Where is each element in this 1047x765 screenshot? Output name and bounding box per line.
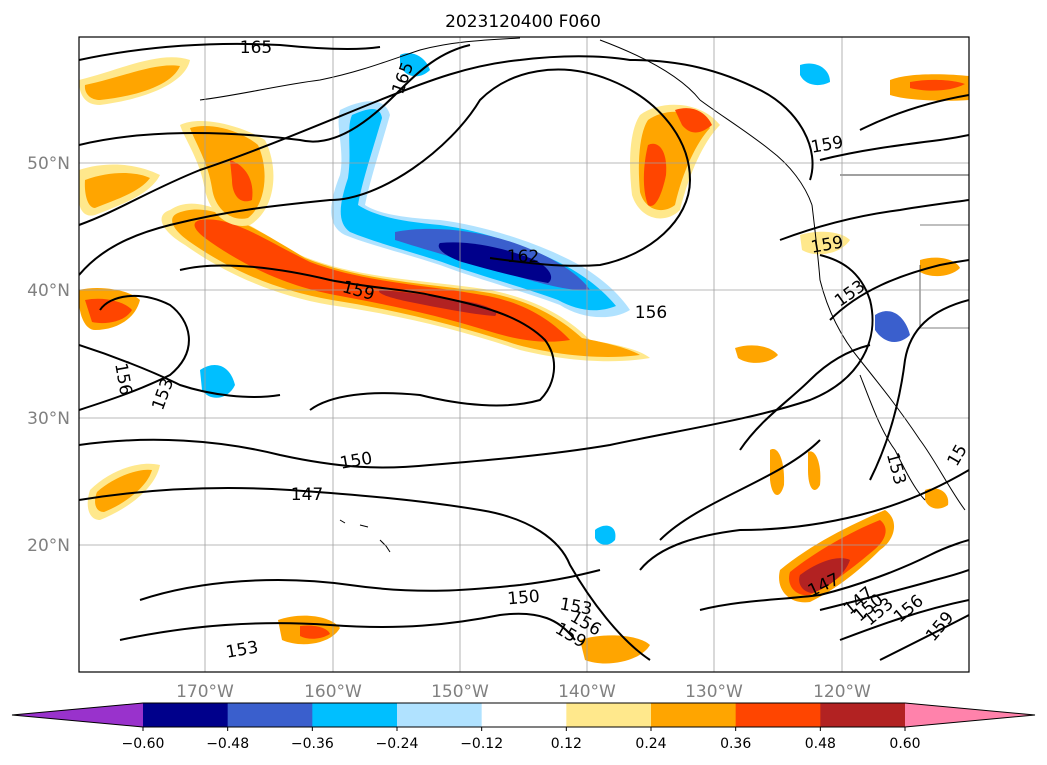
- colorbar-tick-label: −0.60: [122, 736, 165, 752]
- colorbar-tick-label: 0.48: [805, 736, 836, 752]
- latitude-labels: 50°N 40°N 30°N 20°N: [27, 154, 70, 556]
- map-content: 165 165 159 162 159 156 156 153 159 153 …: [79, 37, 969, 672]
- lon-label: 140°W: [558, 682, 616, 702]
- lat-label: 30°N: [27, 409, 70, 429]
- colorbar-tick-label: 0.12: [551, 736, 582, 752]
- colorbar-tick-label: −0.12: [460, 736, 503, 752]
- colorbar-cell: [735, 703, 821, 727]
- contour-label: 147: [291, 485, 323, 505]
- lat-label: 20°N: [27, 536, 70, 556]
- map-frame: [78, 36, 970, 673]
- shaded-field: [79, 53, 969, 664]
- longitude-labels: 170°W 160°W 150°W 140°W 130°W 120°W: [176, 682, 871, 702]
- colorbar-cell: [481, 703, 567, 727]
- map-title: 2023120400 F060: [445, 12, 601, 32]
- colorbar-cell: [227, 703, 313, 727]
- contour-label: 165: [240, 38, 272, 58]
- colorbar-cell: [566, 703, 652, 727]
- lon-label: 170°W: [176, 682, 234, 702]
- colorbar-extend-high: [905, 703, 1035, 727]
- contour-label: 156: [635, 303, 667, 323]
- lon-label: 130°W: [685, 682, 743, 702]
- colorbar-cell: [143, 703, 229, 727]
- height-contours: [79, 42, 969, 661]
- lat-label: 50°N: [27, 154, 70, 174]
- colorbar-cell: [820, 703, 906, 727]
- colorbar-cell: [312, 703, 398, 727]
- colorbar-tick-label: −0.36: [291, 736, 334, 752]
- colorbar-tick-label: −0.24: [376, 736, 419, 752]
- lon-label: 160°W: [304, 682, 362, 702]
- colorbar-tick-label: 0.36: [720, 736, 751, 752]
- contour-label: 162: [507, 247, 539, 267]
- colorbar-cell: [397, 703, 483, 727]
- colorbar-tick-label: 0.24: [635, 736, 666, 752]
- gridlines: [79, 37, 969, 672]
- lon-label: 120°W: [813, 682, 871, 702]
- colorbar-tick-label: 0.60: [889, 736, 920, 752]
- lon-label: 150°W: [431, 682, 489, 702]
- colorbar-cell: [651, 703, 737, 727]
- colorbar-tick-label: −0.48: [206, 736, 249, 752]
- colorbar: −0.60 −0.48 −0.36 −0.24 −0.12 0.12 0.24 0.36 0.4…: [11, 702, 1036, 752]
- lat-label: 40°N: [27, 281, 70, 301]
- contour-label: 150: [507, 587, 541, 610]
- colorbar-extend-low: [12, 703, 143, 727]
